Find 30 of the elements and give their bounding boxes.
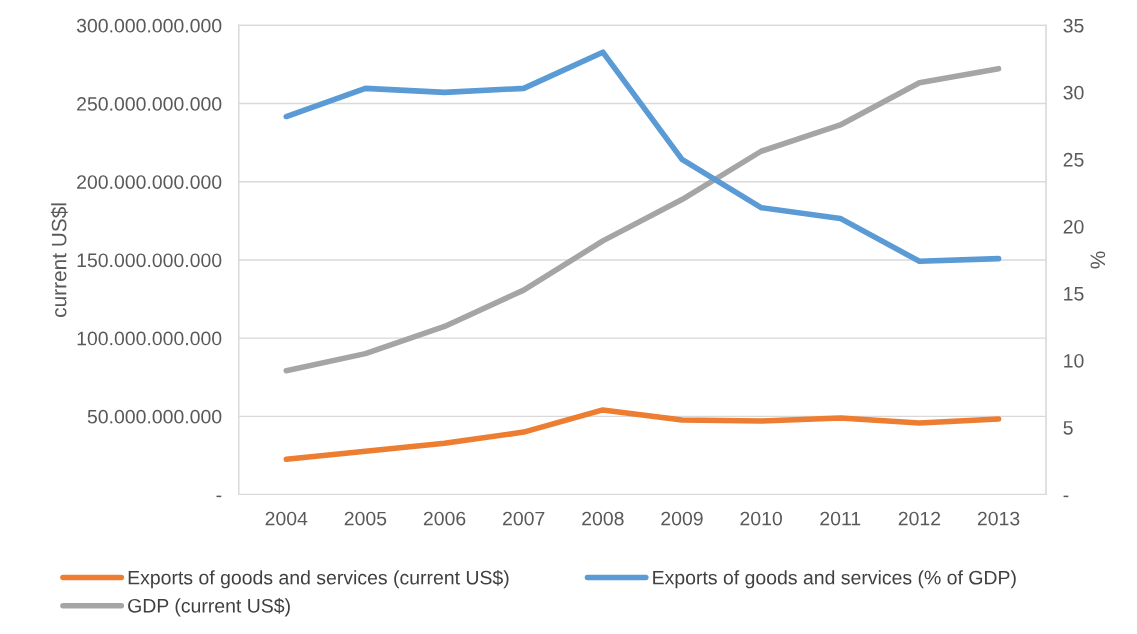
x-tick-label: 2012 xyxy=(898,511,941,526)
x-tick-label: 2010 xyxy=(740,511,782,526)
x-tick-label: 2008 xyxy=(582,511,624,526)
y-tick-label: 250.000.000.000 xyxy=(77,97,222,111)
y-tick-label: 300.000.000.000 xyxy=(76,18,222,33)
legend-label: GDP (current US$) xyxy=(128,598,290,617)
legend-label: Exports of goods and services (current US$) xyxy=(128,569,509,589)
y2-tick-label: 20 xyxy=(1063,219,1084,234)
y2-tick-label: 30 xyxy=(1063,85,1084,100)
x-tick-label: 2007 xyxy=(503,511,545,526)
x-tick-label: 2006 xyxy=(423,511,466,526)
y-tick-label: 200.000.000.000 xyxy=(77,175,222,189)
y2-tick-label: - xyxy=(1063,495,1069,498)
y-tick-label: 150.000.000.000 xyxy=(77,253,222,268)
y2-tick-label: 35 xyxy=(1063,18,1084,33)
y-tick-label: - xyxy=(216,495,222,498)
y2-tick-label: 15 xyxy=(1064,287,1084,301)
x-tick-label: 2005 xyxy=(344,511,387,526)
y2-axis-title: % xyxy=(1090,251,1106,269)
legend-label: Exports of goods and services (% of GDP) xyxy=(653,570,1016,589)
y2-tick-label: 25 xyxy=(1063,152,1084,167)
x-tick-label: 2011 xyxy=(820,511,861,526)
x-tick-label: 2009 xyxy=(661,511,703,526)
x-tick-label: 2013 xyxy=(977,511,1020,526)
y-tick-label: 50.000.000.000 xyxy=(87,409,222,424)
y2-tick-label: 10 xyxy=(1064,353,1084,368)
x-tick-label: 2004 xyxy=(265,511,308,526)
y-axis-title: current US$l xyxy=(50,203,68,317)
y-tick-label: 100.000.000.000 xyxy=(77,331,222,346)
y2-tick-label: 5 xyxy=(1063,421,1073,435)
